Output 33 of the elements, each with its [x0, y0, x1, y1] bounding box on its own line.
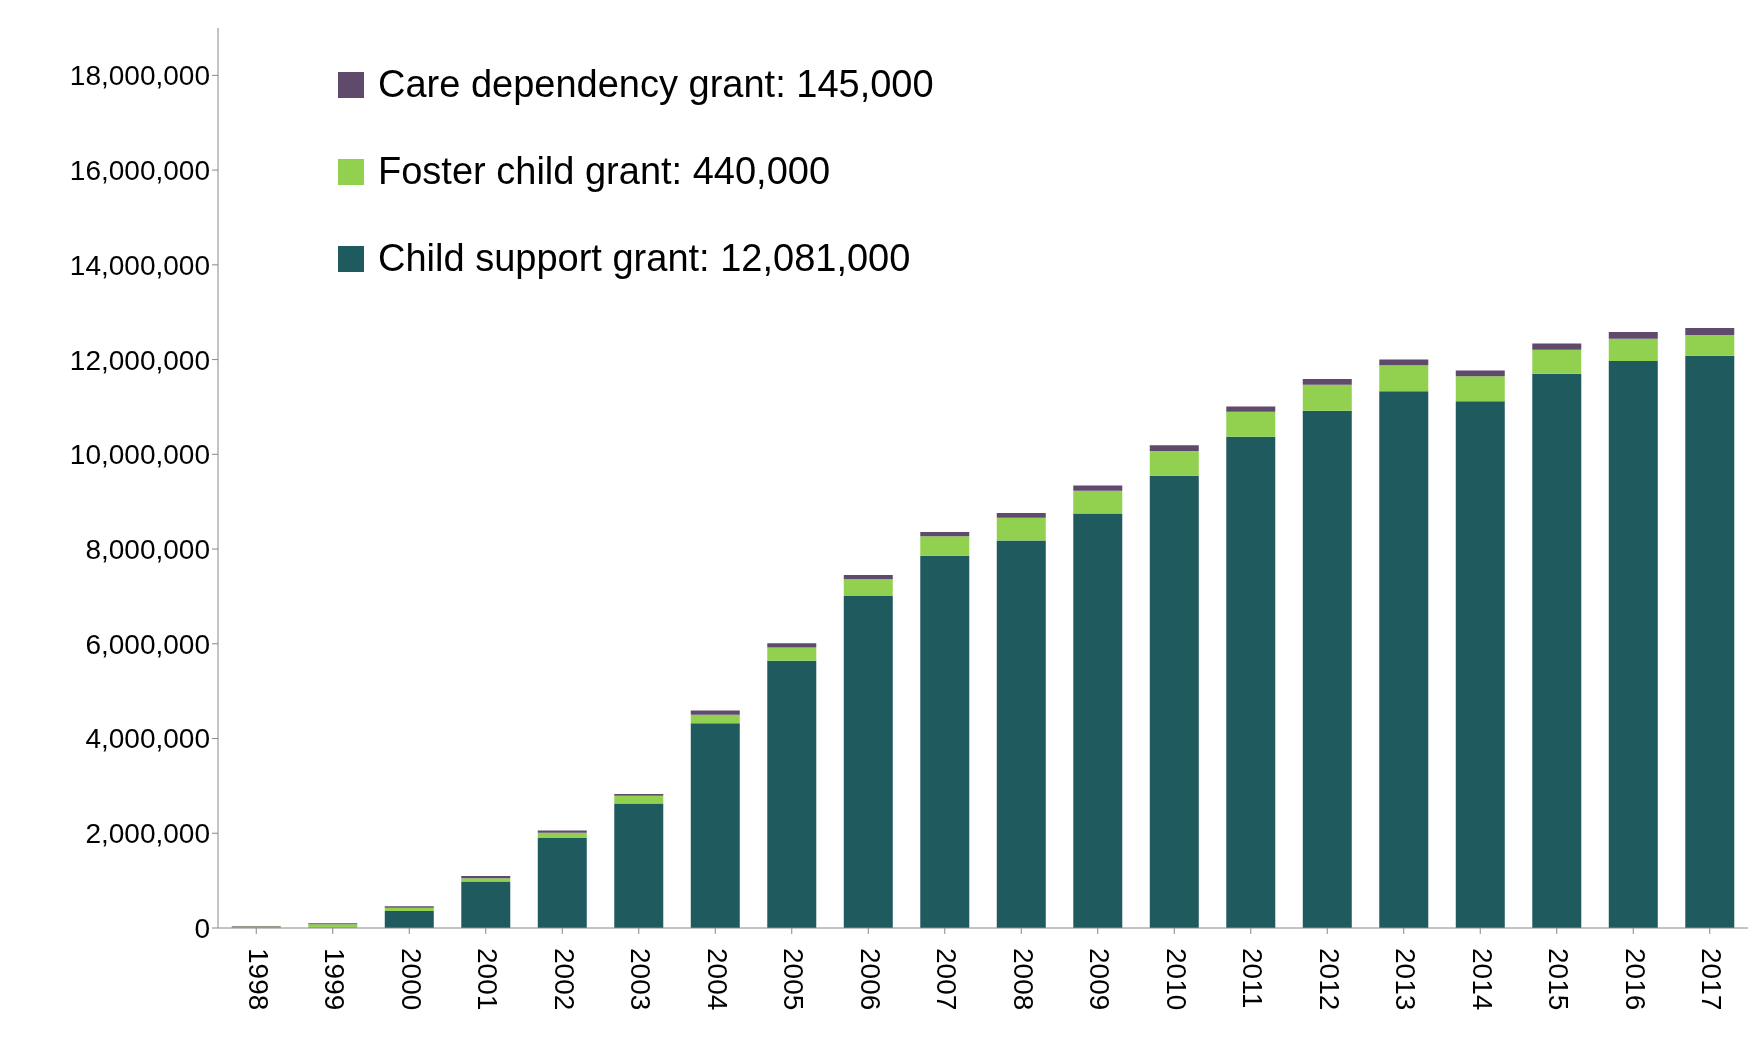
y-tick-label: 10,000,000	[69, 439, 210, 471]
y-tick-label: 18,000,000	[69, 60, 210, 92]
x-tick-label: 2009	[1084, 948, 1116, 1011]
y-tick-label: 16,000,000	[69, 155, 210, 187]
x-tick-label: 2016	[1619, 948, 1651, 1011]
x-tick-label: 2003	[625, 948, 657, 1011]
y-tick-label: 14,000,000	[69, 249, 210, 281]
x-tick-label: 1999	[319, 948, 351, 1011]
y-tick-label: 4,000,000	[85, 723, 210, 755]
legend-label: Foster child grant: 440,000	[378, 150, 831, 193]
y-tick-label: 8,000,000	[85, 533, 210, 565]
y-tick-label: 2,000,000	[85, 818, 210, 850]
y-tick-label: 6,000,000	[85, 628, 210, 660]
x-tick-label: 2004	[701, 948, 733, 1011]
x-tick-label: 2000	[395, 948, 427, 1011]
x-tick-label: 1998	[242, 948, 274, 1011]
y-tick-label: 0	[194, 912, 210, 944]
x-tick-label: 2008	[1007, 948, 1039, 1011]
x-tick-label: 2002	[548, 948, 580, 1011]
x-tick-label: 2017	[1696, 948, 1728, 1011]
x-tick-label: 2013	[1390, 948, 1422, 1011]
x-tick-label: 2005	[778, 948, 810, 1011]
x-tick-label: 2012	[1313, 948, 1345, 1011]
legend-label: Child support grant: 12,081,000	[378, 237, 911, 280]
legend-label: Care dependency grant: 145,000	[378, 63, 934, 106]
x-tick-label: 2014	[1466, 948, 1498, 1011]
y-tick-label: 12,000,000	[69, 344, 210, 376]
x-tick-label: 2001	[472, 948, 504, 1011]
x-tick-label: 2007	[931, 948, 963, 1011]
x-tick-label: 2015	[1543, 948, 1575, 1011]
x-tick-label: 2010	[1160, 948, 1192, 1011]
x-tick-label: 2011	[1237, 948, 1269, 1009]
x-tick-label: 2006	[854, 948, 886, 1011]
